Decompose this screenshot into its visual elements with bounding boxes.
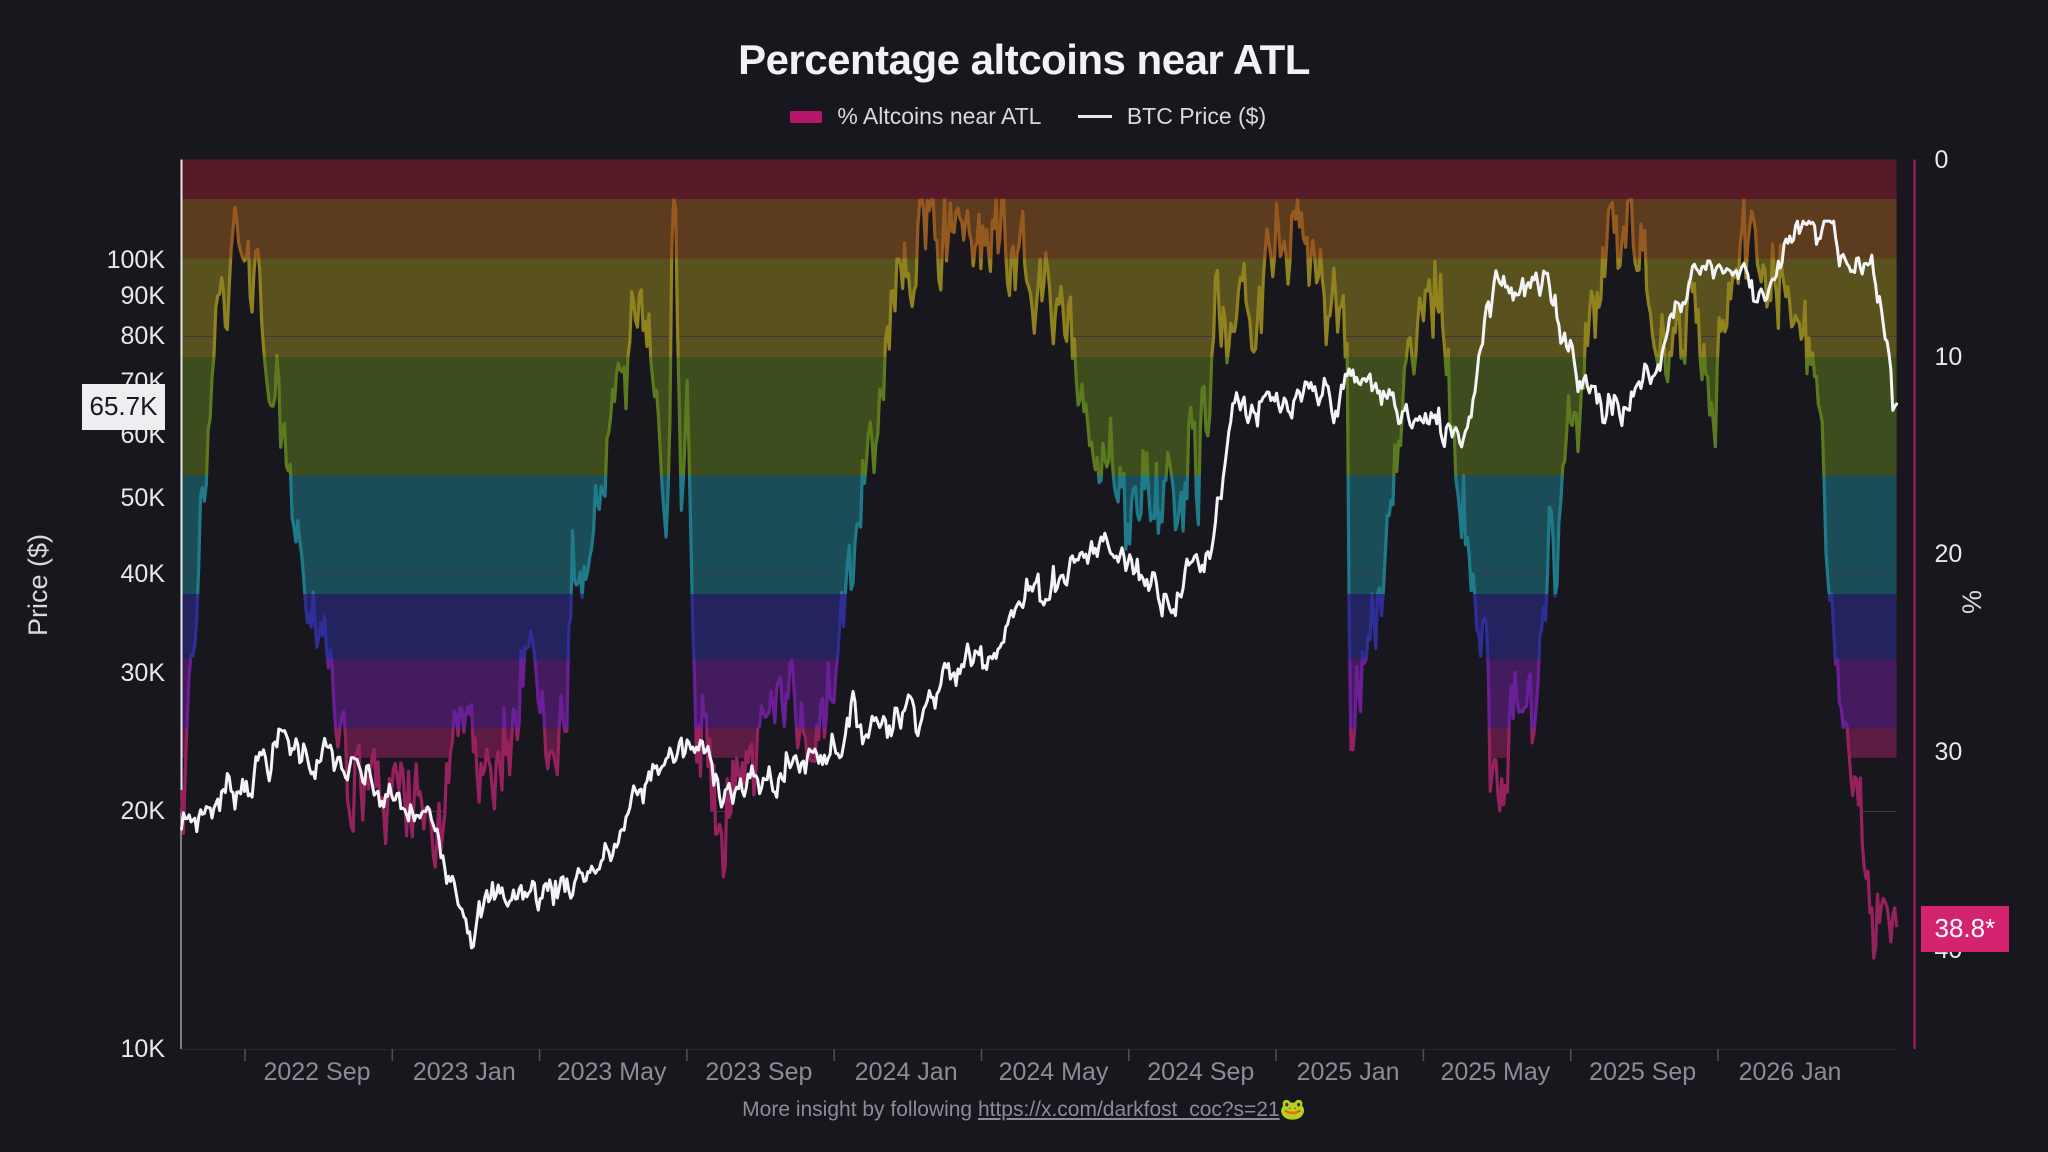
svg-text:2025 Sep: 2025 Sep <box>1589 1058 1696 1086</box>
svg-text:2026 Jan: 2026 Jan <box>1739 1058 1842 1086</box>
svg-text:100K: 100K <box>107 246 166 274</box>
svg-text:30: 30 <box>1935 738 1963 766</box>
svg-text:2023 Sep: 2023 Sep <box>705 1058 812 1086</box>
svg-text:10K: 10K <box>121 1035 166 1063</box>
svg-text:10: 10 <box>1935 343 1963 371</box>
svg-text:0: 0 <box>1935 146 1949 174</box>
svg-text:2023 Jan: 2023 Jan <box>413 1058 516 1086</box>
svg-text:50K: 50K <box>121 484 166 512</box>
svg-text:2022 Sep: 2022 Sep <box>263 1058 370 1086</box>
svg-text:80K: 80K <box>121 322 166 350</box>
svg-text:2024 Sep: 2024 Sep <box>1147 1058 1254 1086</box>
svg-text:2025 Jan: 2025 Jan <box>1297 1058 1400 1086</box>
svg-text:40K: 40K <box>121 560 166 588</box>
svg-text:30K: 30K <box>121 659 166 687</box>
svg-text:2023 May: 2023 May <box>557 1058 667 1086</box>
svg-text:2024 Jan: 2024 Jan <box>855 1058 958 1086</box>
svg-text:90K: 90K <box>121 282 166 310</box>
svg-text:2024 May: 2024 May <box>999 1058 1109 1086</box>
svg-text:2025 May: 2025 May <box>1441 1058 1551 1086</box>
svg-text:20: 20 <box>1935 540 1963 568</box>
svg-text:20K: 20K <box>121 797 166 825</box>
